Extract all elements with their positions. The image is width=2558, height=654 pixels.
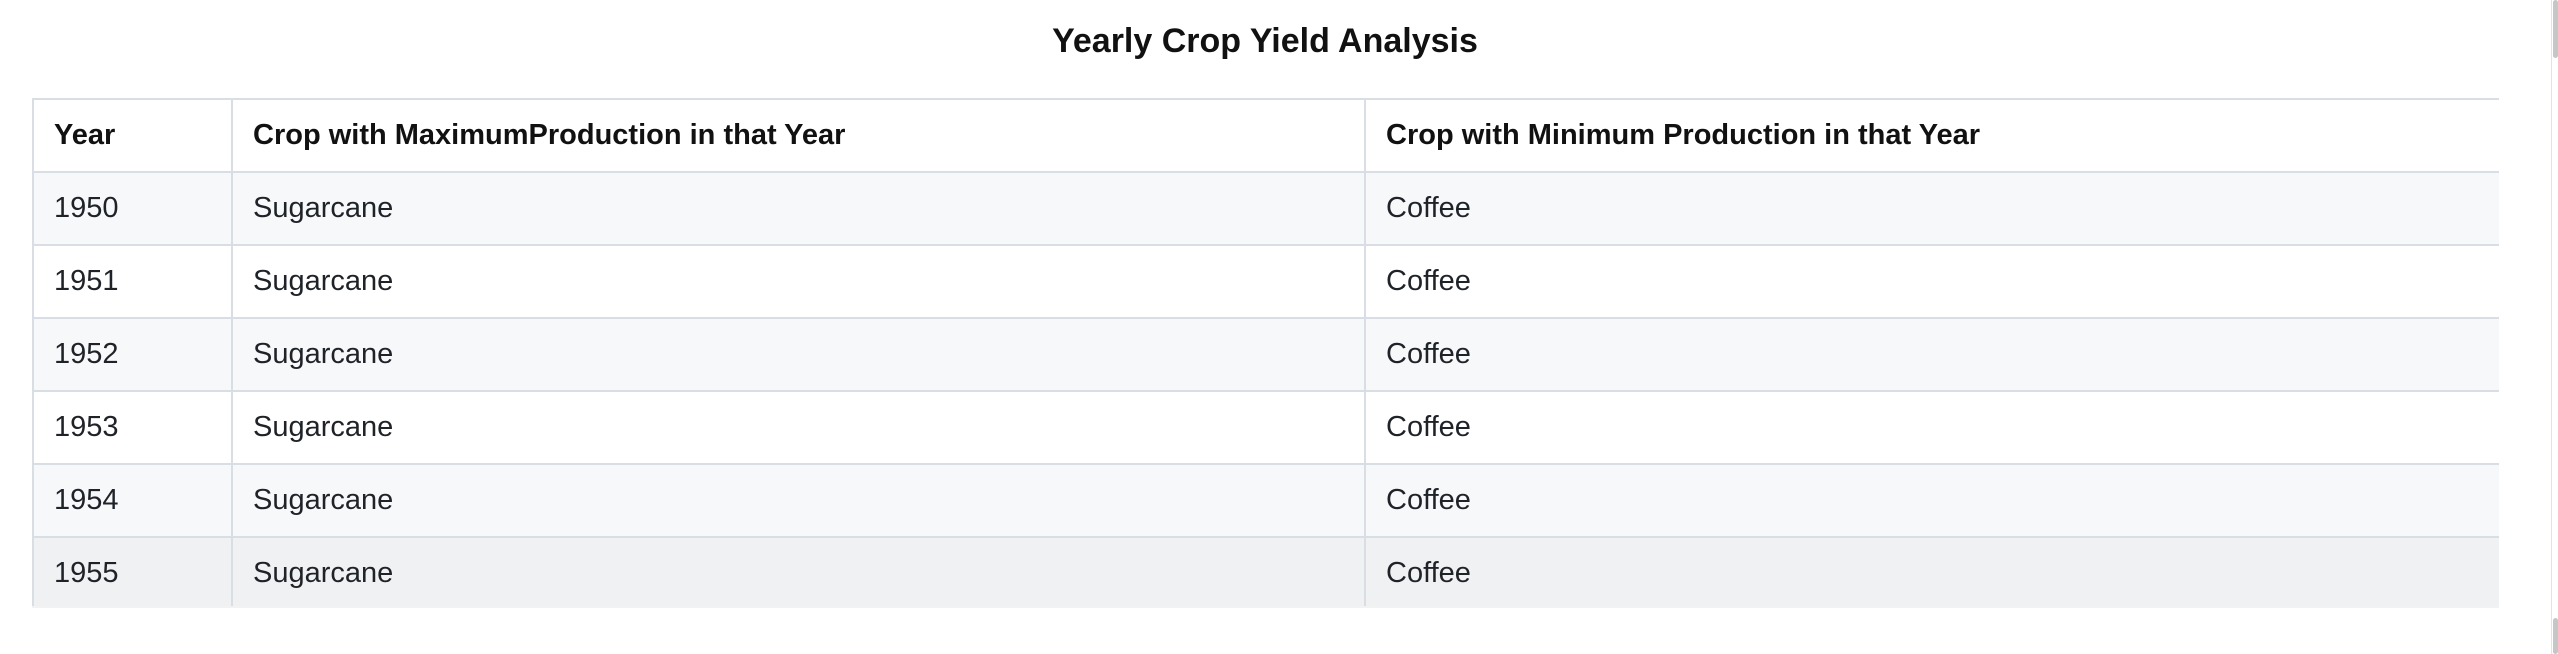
- cell-min-crop: Coffee: [1364, 317, 2499, 392]
- column-header-year: Year: [32, 98, 233, 173]
- table-row: 1950 Sugarcane Coffee: [32, 171, 2499, 246]
- cell-year: 1955: [32, 536, 233, 606]
- cell-year: 1954: [32, 463, 233, 538]
- cell-max-crop: Sugarcane: [231, 317, 1366, 392]
- cell-year: 1951: [32, 244, 233, 319]
- scrollbar-thumb-lower[interactable]: [2553, 618, 2558, 654]
- cell-min-crop: Coffee: [1364, 171, 2499, 246]
- crop-yield-table: Year Crop with MaximumProduction in that…: [32, 98, 2499, 606]
- cell-max-crop: Sugarcane: [231, 171, 1366, 246]
- cell-year: 1950: [32, 171, 233, 246]
- table-row: 1952 Sugarcane Coffee: [32, 317, 2499, 392]
- table-row: 1954 Sugarcane Coffee: [32, 463, 2499, 538]
- cell-min-crop: Coffee: [1364, 244, 2499, 319]
- cell-min-crop: Coffee: [1364, 536, 2499, 606]
- cell-max-crop: Sugarcane: [231, 536, 1366, 606]
- cell-year: 1952: [32, 317, 233, 392]
- cell-max-crop: Sugarcane: [231, 244, 1366, 319]
- vertical-scrollbar[interactable]: [2551, 0, 2558, 654]
- scrollbar-thumb[interactable]: [2553, 0, 2558, 58]
- table-row: 1953 Sugarcane Coffee: [32, 390, 2499, 465]
- cell-max-crop: Sugarcane: [231, 463, 1366, 538]
- table-header-row: Year Crop with MaximumProduction in that…: [32, 98, 2499, 173]
- column-header-max-crop: Crop with MaximumProduction in that Year: [231, 98, 1366, 173]
- table-row: 1951 Sugarcane Coffee: [32, 244, 2499, 319]
- cell-year: 1953: [32, 390, 233, 465]
- page-title: Yearly Crop Yield Analysis: [1052, 21, 1478, 60]
- column-header-min-crop: Crop with Minimum Production in that Yea…: [1364, 98, 2499, 173]
- crop-yield-table-container[interactable]: Year Crop with MaximumProduction in that…: [32, 98, 2499, 608]
- table-row: 1955 Sugarcane Coffee: [32, 536, 2499, 606]
- cell-max-crop: Sugarcane: [231, 390, 1366, 465]
- cell-min-crop: Coffee: [1364, 463, 2499, 538]
- cell-min-crop: Coffee: [1364, 390, 2499, 465]
